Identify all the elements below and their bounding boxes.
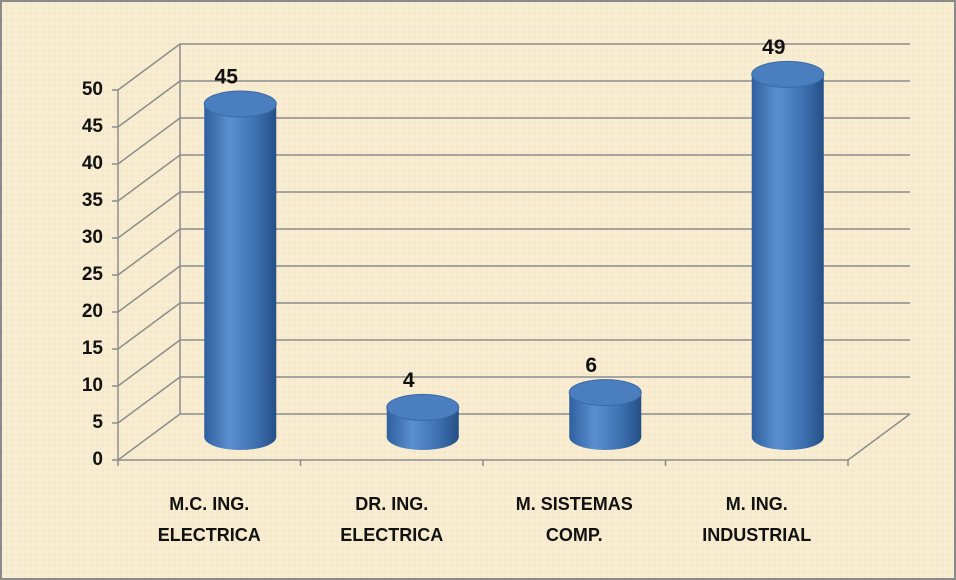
grid-line [117,265,910,313]
grid-line [117,339,910,387]
bar [204,104,277,437]
y-tick-label: 20 [82,301,103,322]
x-tick-label-line: DR. ING. [355,494,428,514]
value-label: 6 [585,354,597,377]
grid-line [117,117,910,165]
bar [751,74,824,438]
y-tick-label: 45 [82,116,104,137]
cylinder [568,379,642,450]
floor-edge [847,413,911,461]
x-tick-label-line: M. SISTEMAS [516,494,633,514]
cylinder-top [751,60,825,88]
grid-line [117,376,910,424]
x-tick-label-line: COMP. [546,525,603,545]
cylinder [751,60,825,450]
y-tick-label: 30 [82,227,103,248]
y-tick-label: 15 [82,338,104,359]
grid-line [117,228,910,276]
cylinder [203,90,277,450]
x-tick-label: M. ING. INDUSTRIAL [702,494,811,545]
value-label: 4 [403,369,415,392]
cylinder-top [386,393,460,421]
cylinder-top [568,379,642,407]
value-label: 49 [762,36,785,59]
grid-line [117,80,910,128]
x-tick-label: M.C. ING. ELECTRICA [158,494,261,545]
y-tick-label: 0 [92,449,103,470]
value-label: 45 [215,66,239,89]
y-tick-label: 25 [82,264,104,285]
x-tick-label: DR. ING. ELECTRICA [340,494,443,545]
cylinder [386,393,460,450]
y-tick-label: 40 [82,153,103,174]
grid-line [117,413,910,461]
y-tick-label: 10 [82,375,103,396]
grid-line [117,43,910,91]
y-tick-label: 50 [82,79,103,100]
y-tick-label: 35 [82,190,104,211]
x-tick-label-line: M. ING. [726,494,788,514]
x-tick-label-line: INDUSTRIAL [702,525,811,545]
grid-line [117,154,910,202]
cylinder-top [203,90,277,118]
grid-line [117,302,910,350]
x-tick-label-line: ELECTRICA [340,525,443,545]
x-tick-label-line: ELECTRICA [158,525,261,545]
y-tick-label: 5 [92,412,103,433]
x-tick-label-line: M.C. ING. [169,494,249,514]
x-tick-label: M. SISTEMAS COMP. [516,494,633,545]
grid-line [117,191,910,239]
